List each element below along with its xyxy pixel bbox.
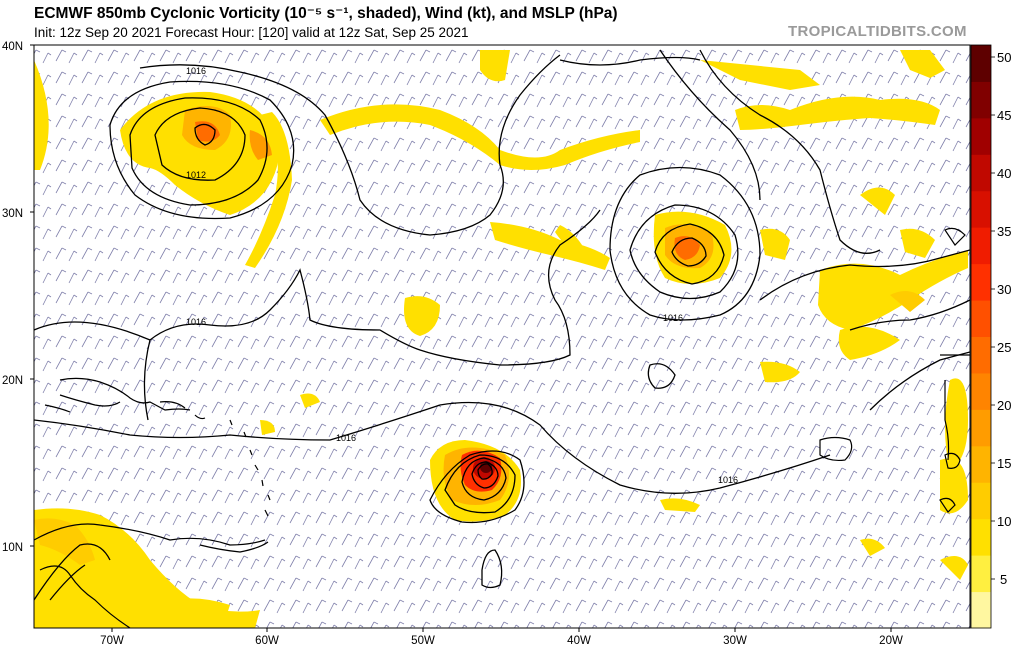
lon-label: 50W: [411, 635, 435, 647]
isobar-label: 1016: [186, 317, 206, 327]
colorbar-swatches: [971, 45, 991, 629]
colorbar-label: 5: [1000, 572, 1007, 587]
colorbar-swatch: [971, 81, 991, 119]
colorbar-swatch: [971, 45, 991, 82]
brand-watermark: TROPICALTIDBITS.COM: [788, 23, 967, 40]
lon-label: 30W: [723, 635, 747, 647]
colorbar-swatch: [971, 445, 991, 483]
lon-label: 20W: [879, 635, 903, 647]
colorbar-label: 25: [997, 340, 1011, 355]
colorbar-swatch: [971, 227, 991, 265]
lat-label: 30N: [2, 208, 23, 220]
isobar-label: 1012: [186, 170, 206, 180]
chart-title: ECMWF 850mb Cyclonic Vorticity (10⁻⁵ s⁻¹…: [34, 5, 618, 22]
colorbar-swatch: [971, 372, 991, 410]
colorbar-label: 35: [997, 224, 1011, 239]
colorbar-swatch: [971, 591, 991, 629]
coastlines: [34, 227, 970, 628]
chart-subtitle: Init: 12z Sep 20 2021 Forecast Hour: [12…: [34, 25, 469, 40]
lon-label: 60W: [255, 635, 279, 647]
colorbar-swatch: [971, 154, 991, 192]
colorbar-frame: [970, 44, 992, 629]
colorbar-swatch: [971, 300, 991, 337]
colorbar-label: 50: [997, 50, 1011, 65]
colorbar: 50 45 40 35 30 25 20 15 10 5: [970, 44, 1011, 629]
isobar-label: 1016: [718, 475, 738, 485]
map-area: [34, 45, 970, 628]
lat-label: 10N: [2, 542, 23, 554]
colorbar-swatch: [971, 190, 991, 228]
colorbar-label: 40: [997, 166, 1011, 181]
colorbar-swatch: [971, 555, 991, 593]
colorbar-label: 45: [997, 108, 1011, 123]
colorbar-label: 15: [997, 456, 1011, 471]
map-frame: [33, 44, 971, 629]
colorbar-label: 10: [997, 514, 1011, 529]
lat-label: 20N: [2, 375, 23, 387]
colorbar-label: 20: [997, 398, 1011, 413]
lon-label: 40W: [567, 635, 591, 647]
isobar-label: 1016: [186, 66, 206, 76]
colorbar-label: 30: [997, 282, 1011, 297]
colorbar-swatch: [971, 117, 991, 155]
mslp-isobars: [34, 49, 970, 601]
colorbar-swatch: [971, 263, 991, 301]
colorbar-swatch: [971, 518, 991, 556]
lon-label: 70W: [100, 635, 124, 647]
colorbar-swatch: [971, 336, 991, 374]
isobar-label: 1016: [663, 313, 683, 323]
lat-label: 40N: [2, 41, 23, 53]
latitude-axis: 40N 30N 20N 10N: [2, 41, 34, 554]
colorbar-swatch: [971, 482, 991, 520]
longitude-axis: 70W 60W 50W 40W 30W 20W: [100, 628, 903, 647]
colorbar-ticks: [991, 56, 995, 580]
colorbar-swatch: [971, 409, 991, 447]
isobar-labels: 1016 1012 1016 1016 1016 1016: [186, 66, 738, 485]
isobar-label: 1016: [336, 433, 356, 443]
